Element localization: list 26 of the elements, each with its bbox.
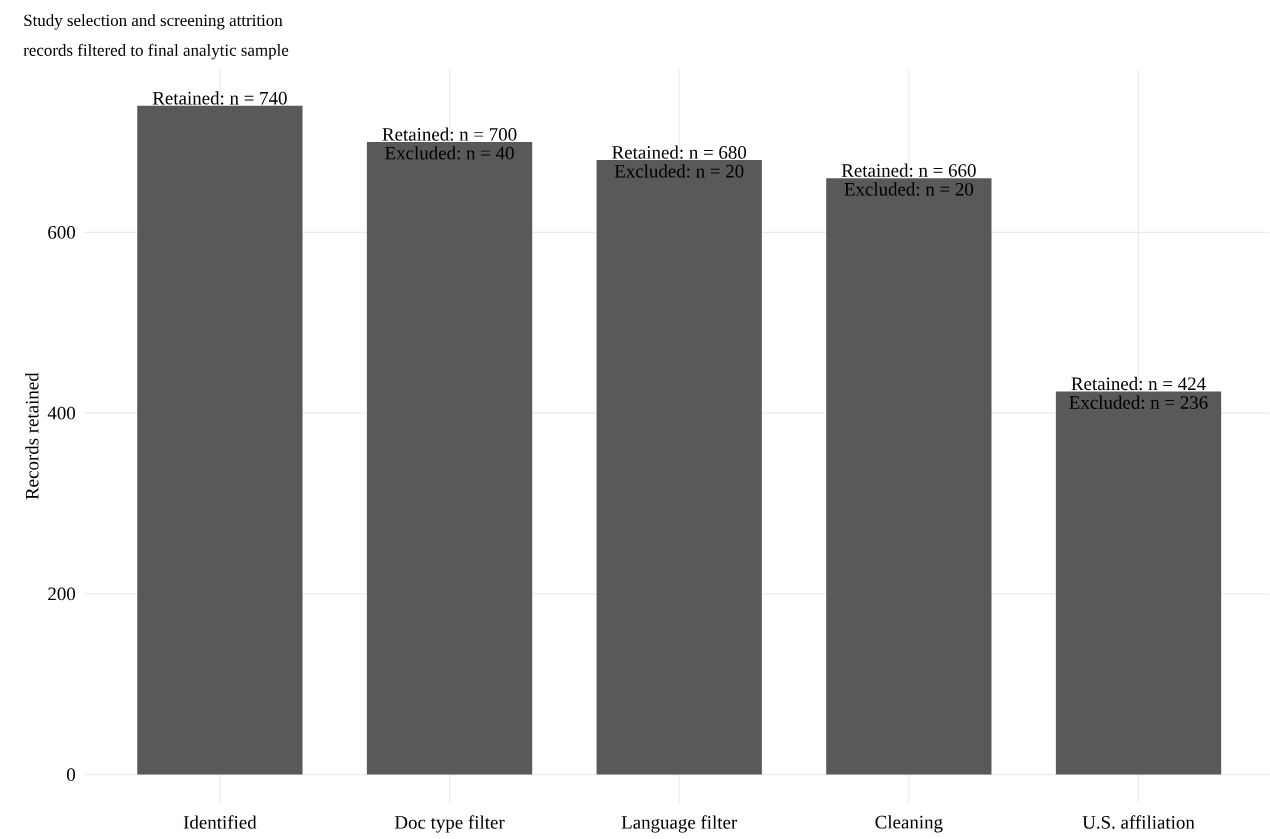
bar bbox=[137, 105, 303, 775]
y-tick-label: 600 bbox=[48, 226, 76, 239]
y-tick-label: 200 bbox=[48, 587, 76, 601]
data-label: Retained: n = 700 bbox=[382, 127, 517, 141]
y-tick-label: 0 bbox=[67, 768, 76, 782]
data-label: Retained: n = 660 bbox=[841, 163, 976, 177]
bar bbox=[596, 160, 762, 775]
bar bbox=[826, 178, 992, 775]
annotation: Excluded: n = 20 bbox=[844, 182, 974, 196]
x-tick-label: Language filter bbox=[621, 815, 738, 833]
bar bbox=[1055, 391, 1222, 775]
chart-subtitle: records filtered to final analytic sample bbox=[23, 43, 289, 60]
bar bbox=[366, 142, 533, 775]
annotation: Excluded: n = 40 bbox=[385, 146, 514, 160]
x-tick-label: Identified bbox=[183, 815, 257, 829]
data-label: Retained: n = 424 bbox=[1071, 376, 1206, 391]
y-axis-title: Records retained bbox=[25, 372, 39, 500]
chart-title: Study selection and screening attrition bbox=[24, 14, 283, 30]
data-label: Retained: n = 740 bbox=[152, 91, 287, 105]
x-tick-label: Doc type filter bbox=[394, 815, 505, 833]
x-tick-label: U.S. affiliation bbox=[1082, 815, 1195, 829]
data-label: Retained: n = 680 bbox=[612, 145, 747, 159]
annotation: Excluded: n = 20 bbox=[614, 164, 744, 178]
annotation: Excluded: n = 236 bbox=[1069, 395, 1208, 410]
x-tick-label: Cleaning bbox=[875, 815, 943, 833]
y-tick-label: 400 bbox=[47, 406, 76, 420]
